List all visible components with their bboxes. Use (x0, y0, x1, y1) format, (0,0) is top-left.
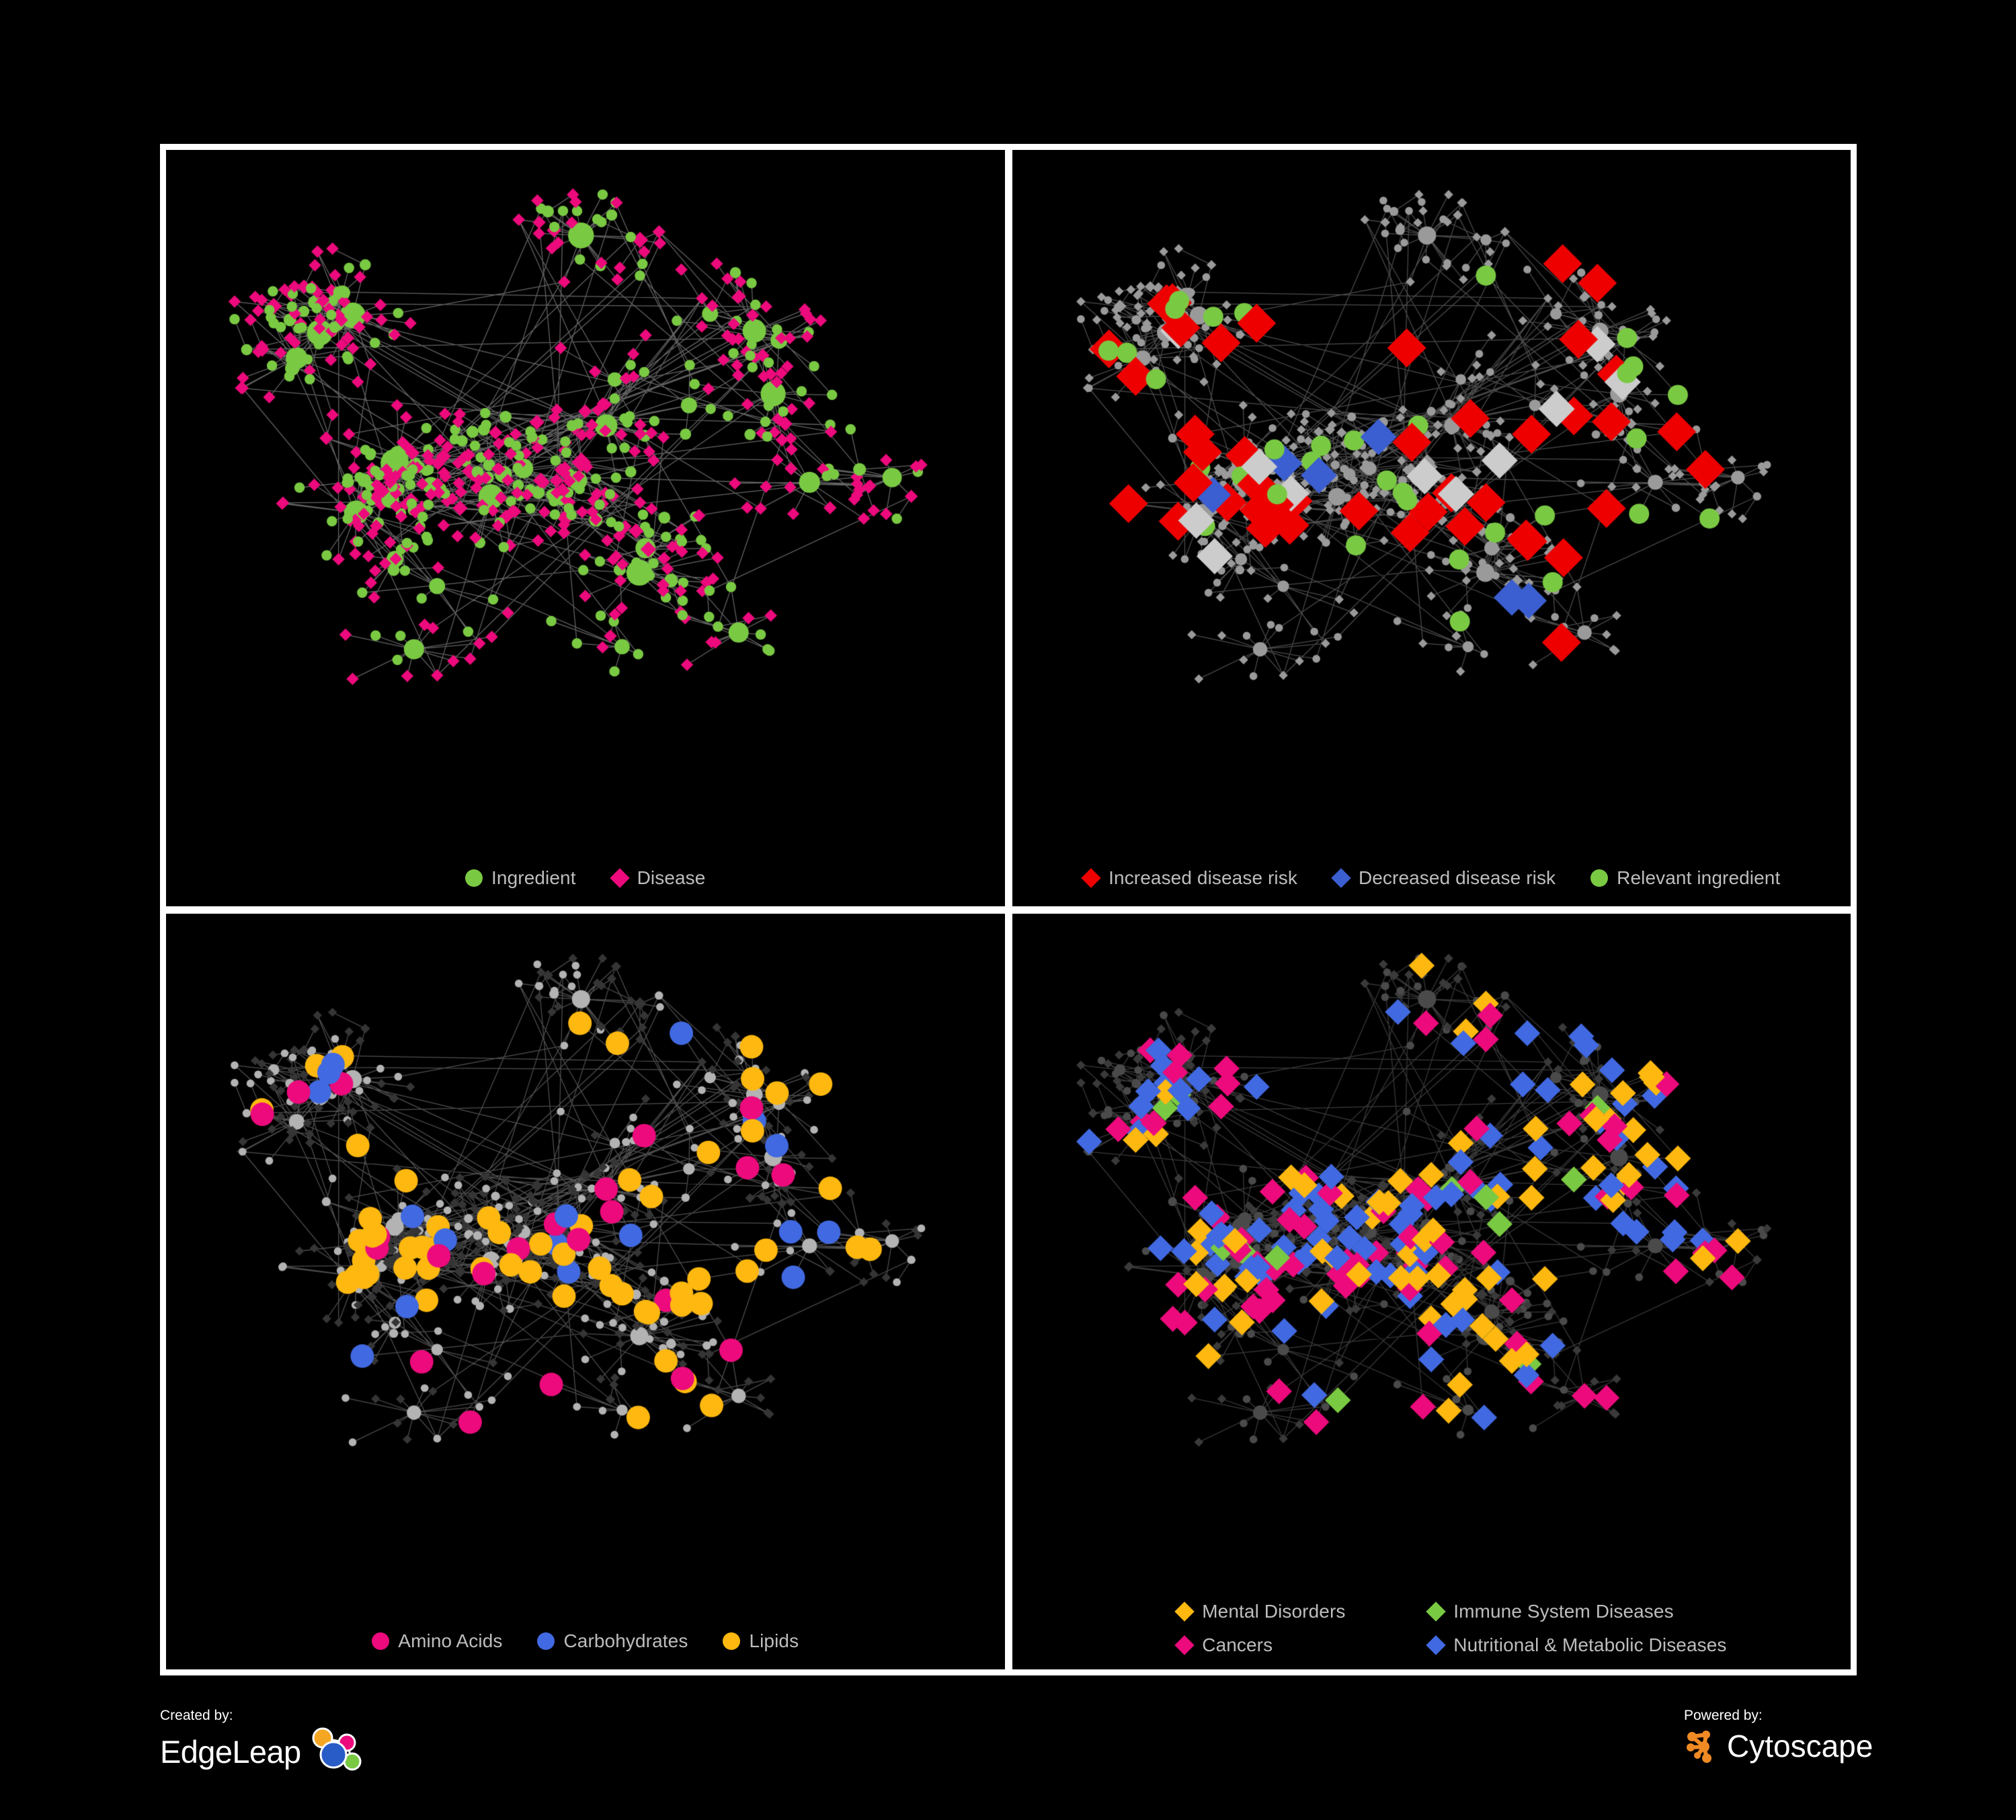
edgeleap-logo-row: EdgeLeap (160, 1727, 363, 1776)
legend-label-decreased-risk: Decreased disease risk (1358, 867, 1556, 888)
amino-acids-circle-icon (372, 1632, 390, 1650)
legend-item-relevant-ingredient[interactable]: Relevant ingredient (1590, 867, 1780, 889)
panel-ingredient-class[interactable]: Amino Acids Carbohydrates Lipids (166, 913, 1005, 1669)
legend-label-cancers: Cancers (1202, 1634, 1273, 1655)
legend-panel-2: Increased disease risk Decreased disease… (1012, 867, 1851, 889)
legend-label-carbohydrates: Carbohydrates (563, 1630, 688, 1651)
legend-panel-3: Amino Acids Carbohydrates Lipids (166, 1630, 1005, 1652)
panel-disease-class[interactable]: Mental Disorders Immune System Diseases … (1012, 913, 1851, 1669)
cytoscape-wordmark: Cytoscape (1727, 1729, 1873, 1764)
immune-system-diamond-icon (1426, 1601, 1446, 1622)
legend-label-mental-disorders: Mental Disorders (1202, 1601, 1346, 1622)
ingredient-circle-icon (465, 869, 483, 887)
metabolic-diseases-diamond-icon (1426, 1635, 1446, 1655)
legend-label-immune-system-diseases: Immune System Diseases (1453, 1601, 1674, 1622)
legend-label-relevant-ingredient: Relevant ingredient (1617, 867, 1781, 888)
legend-item-decreased-risk[interactable]: Decreased disease risk (1331, 867, 1556, 889)
brand-powered-by: Powered by: (1684, 1708, 1873, 1766)
mental-disorders-diamond-icon (1174, 1601, 1195, 1622)
increased-risk-diamond-icon (1081, 867, 1101, 888)
network-canvas-4[interactable] (1012, 913, 1851, 1669)
legend-panel-4: Mental Disorders Immune System Diseases … (1174, 1601, 1726, 1656)
legend-item-cancers[interactable]: Cancers (1174, 1634, 1404, 1656)
network-canvas-2[interactable] (1012, 150, 1851, 906)
legend-panel-1: Ingredient Disease (166, 867, 1005, 889)
panel-disease-risk[interactable]: Increased disease risk Decreased disease… (1012, 150, 1851, 906)
relevant-ingredient-circle-icon (1590, 869, 1609, 887)
cancers-diamond-icon (1174, 1635, 1195, 1655)
powered-by-kicker: Powered by: (1684, 1708, 1763, 1723)
legend-item-mental-disorders[interactable]: Mental Disorders (1174, 1601, 1404, 1622)
cytoscape-logo-row: Cytoscape (1684, 1727, 1873, 1766)
legend-item-metabolic-diseases[interactable]: Nutritional & Metabolic Diseases (1426, 1634, 1726, 1656)
edgeleap-node-cluster-icon (312, 1727, 362, 1771)
decreased-risk-diamond-icon (1331, 867, 1351, 888)
legend-item-carbohydrates[interactable]: Carbohydrates (537, 1630, 688, 1652)
brand-created-by: Created by: EdgeLeap (160, 1708, 363, 1776)
network-canvas-1[interactable] (166, 150, 1005, 906)
legend-label-disease: Disease (637, 867, 706, 888)
legend-item-ingredient[interactable]: Ingredient (465, 867, 576, 889)
legend-item-immune-system-diseases[interactable]: Immune System Diseases (1426, 1601, 1674, 1622)
panel-ingredient-disease[interactable]: Ingredient Disease (166, 150, 1005, 906)
legend-item-amino-acids[interactable]: Amino Acids (372, 1630, 502, 1652)
legend-item-disease[interactable]: Disease (609, 867, 706, 889)
legend-item-increased-risk[interactable]: Increased disease risk (1081, 867, 1297, 889)
legend-label-lipids: Lipids (749, 1630, 799, 1651)
legend-label-ingredient: Ingredient (491, 867, 576, 888)
legend-label-metabolic-diseases: Nutritional & Metabolic Diseases (1453, 1634, 1727, 1655)
edgeleap-wordmark: EdgeLeap (160, 1733, 301, 1770)
cytoscape-logo-icon (1687, 1731, 1711, 1763)
created-by-kicker: Created by: (160, 1708, 233, 1723)
panel-grid: Ingredient Disease Increased disease ris… (160, 144, 1857, 1675)
carbohydrates-circle-icon (537, 1632, 555, 1650)
network-canvas-3[interactable] (166, 913, 1005, 1669)
lipids-circle-icon (723, 1632, 741, 1650)
disease-diamond-icon (609, 867, 630, 888)
legend-label-amino-acids: Amino Acids (398, 1630, 503, 1651)
legend-item-lipids[interactable]: Lipids (723, 1630, 799, 1652)
legend-label-increased-risk: Increased disease risk (1108, 867, 1297, 888)
